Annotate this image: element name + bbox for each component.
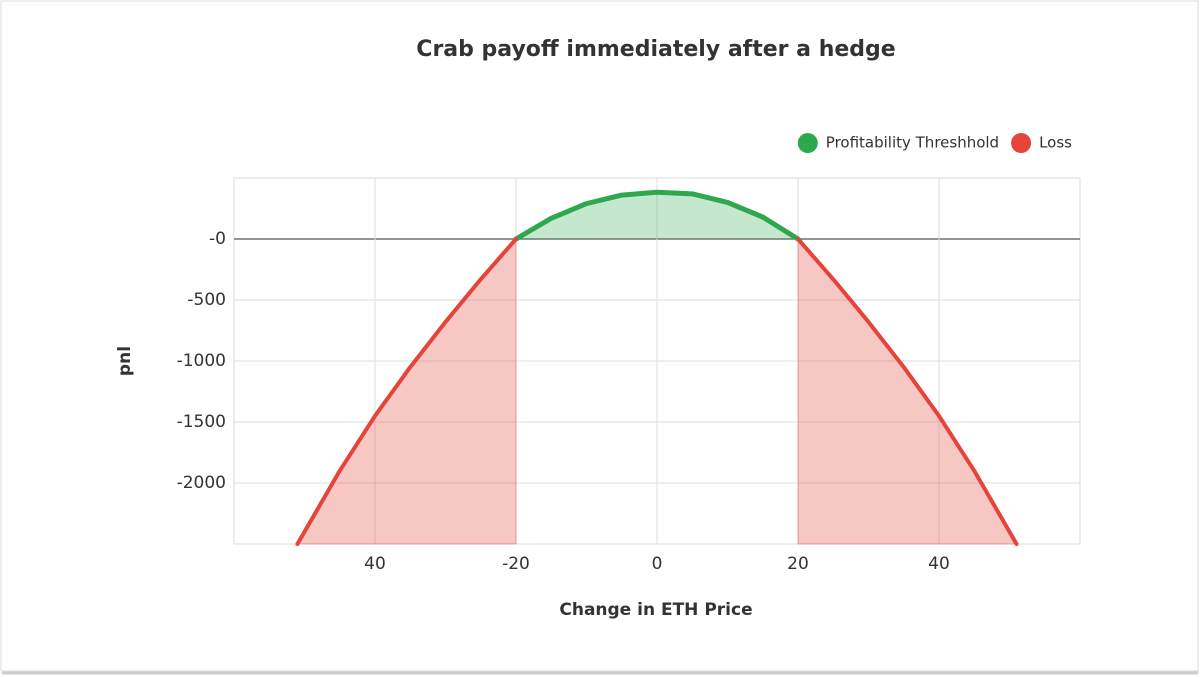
y-axis-title: pnl xyxy=(115,346,135,376)
legend-marker xyxy=(797,133,818,153)
x-axis-title: Change in ETH Price xyxy=(559,600,752,620)
x-tick-label: 40 xyxy=(364,554,386,574)
y-tick-label: -500 xyxy=(187,290,226,310)
line xyxy=(513,189,801,242)
legend-label: Profitability Threshhold xyxy=(826,134,999,152)
y-tick-label: -1500 xyxy=(177,412,226,432)
x-tick-label: -20 xyxy=(502,554,530,574)
x-tick-label: 0 xyxy=(652,554,663,574)
legend-marker xyxy=(1011,133,1032,153)
x-tick-label: 20 xyxy=(787,554,809,574)
y-tick-label: -2000 xyxy=(177,473,226,493)
legend-label: Loss xyxy=(1039,134,1072,152)
chart-title: Crab payoff immediately after a hedge xyxy=(416,37,895,62)
y-tick-label: -0 xyxy=(209,229,226,249)
line xyxy=(295,237,1019,546)
y-tick-label: -1000 xyxy=(177,351,226,371)
x-tick-label: 40 xyxy=(928,554,950,574)
